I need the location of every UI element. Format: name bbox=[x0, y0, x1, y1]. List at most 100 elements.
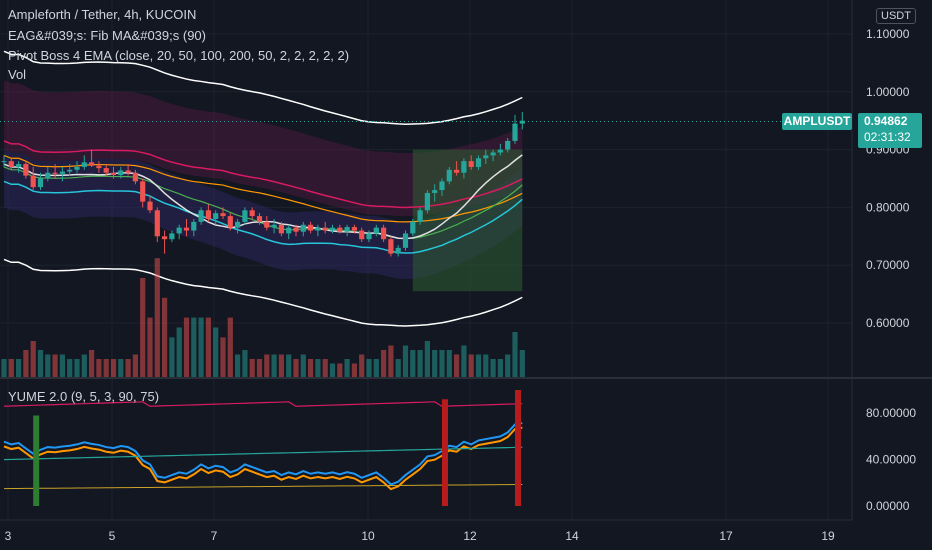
candle-body bbox=[381, 227, 387, 240]
volume-bar bbox=[162, 297, 168, 377]
candle-body bbox=[410, 221, 416, 234]
oscillator-line bbox=[3, 426, 523, 491]
candle-body bbox=[110, 172, 117, 176]
candle-body bbox=[271, 224, 277, 228]
volume-bar bbox=[497, 359, 503, 377]
upper-level-line bbox=[3, 401, 523, 407]
oscillator-tick-label: 0.00000 bbox=[866, 499, 910, 513]
volume-bar bbox=[286, 354, 292, 377]
time-axis[interactable]: 3 5 7 10 12 14 17 19 bbox=[5, 529, 835, 543]
legend-pivot-boss[interactable]: Pivot Boss 4 EMA (close, 20, 50, 100, 20… bbox=[8, 48, 350, 63]
candle-body bbox=[286, 227, 292, 234]
legend-volume[interactable]: Vol bbox=[8, 67, 27, 82]
ema-line bbox=[3, 140, 523, 209]
volume-bar bbox=[351, 363, 357, 377]
volume-bar bbox=[176, 327, 182, 377]
volume-bar bbox=[37, 350, 44, 377]
volume-bar bbox=[147, 317, 153, 377]
volume-bar bbox=[74, 359, 80, 377]
volume-bar bbox=[461, 345, 467, 377]
candle-body bbox=[235, 221, 241, 228]
volume-bar bbox=[169, 337, 175, 377]
candle-body bbox=[329, 227, 336, 231]
upper-band-fill bbox=[4, 80, 523, 217]
candle-body bbox=[432, 190, 438, 193]
last-price-tag: 0.94862 02:31:32 bbox=[858, 113, 922, 148]
volume-bars bbox=[1, 258, 525, 377]
oscillator-line bbox=[3, 422, 523, 486]
time-tick-label: 5 bbox=[109, 529, 116, 543]
oscillator-pane[interactable] bbox=[3, 390, 523, 506]
legend-fib-ma[interactable]: EAG&#039;s: Fib MA&#039;s (90) bbox=[8, 28, 206, 43]
volume-bar bbox=[1, 359, 7, 377]
candle-body bbox=[300, 224, 306, 232]
candle-body bbox=[30, 175, 36, 188]
time-tick-label: 19 bbox=[821, 529, 835, 543]
volume-bar bbox=[205, 317, 211, 377]
volume-bar bbox=[381, 350, 387, 377]
volume-bar bbox=[454, 354, 460, 377]
candle-body bbox=[1, 161, 7, 163]
volume-bar bbox=[154, 258, 160, 377]
candle-body bbox=[475, 158, 482, 167]
volume-bar bbox=[483, 354, 489, 377]
price-axis[interactable]: 1.100001.000000.900000.800000.700000.600… bbox=[866, 27, 916, 513]
currency-badge[interactable]: USDT bbox=[876, 8, 916, 24]
volume-bar bbox=[395, 359, 401, 377]
volume-bar bbox=[191, 317, 197, 377]
candle-body bbox=[59, 171, 65, 174]
volume-bar bbox=[256, 359, 263, 377]
candle-body bbox=[37, 178, 44, 188]
candle-body bbox=[373, 227, 379, 234]
time-tick-label: 3 bbox=[5, 529, 12, 543]
candle-body bbox=[81, 162, 87, 167]
volume-bar bbox=[118, 359, 124, 377]
volume-bar bbox=[293, 359, 299, 377]
candle-body bbox=[176, 227, 182, 234]
volume-bar bbox=[96, 359, 102, 377]
ema-line bbox=[3, 180, 523, 254]
volume-bar bbox=[271, 354, 277, 377]
candle-body bbox=[461, 161, 467, 173]
candle-body bbox=[227, 216, 233, 228]
candle-body bbox=[351, 227, 357, 231]
candle-body bbox=[169, 233, 175, 240]
legend-yume[interactable]: YUME 2.0 (9, 5, 3, 90, 75) bbox=[8, 389, 160, 404]
candle-body bbox=[125, 170, 131, 173]
candle-body bbox=[454, 169, 460, 173]
volume-bar bbox=[125, 359, 131, 377]
volume-bar bbox=[519, 350, 525, 377]
volume-bar bbox=[220, 337, 226, 377]
volume-bar bbox=[249, 359, 255, 377]
candle-body bbox=[490, 152, 496, 156]
candle-body bbox=[132, 172, 138, 182]
candles[interactable] bbox=[1, 112, 525, 257]
candle-body bbox=[191, 221, 197, 231]
candle-body bbox=[147, 201, 153, 211]
candle-body bbox=[183, 227, 190, 231]
candle-body bbox=[512, 123, 518, 141]
candle-body bbox=[96, 165, 102, 169]
volume-bar bbox=[103, 359, 109, 377]
candle-body bbox=[242, 210, 248, 222]
candle-body bbox=[446, 169, 452, 182]
ema-line bbox=[3, 154, 523, 240]
candle-body bbox=[315, 227, 321, 231]
bar-countdown: 02:31:32 bbox=[864, 130, 911, 144]
volume-bar bbox=[410, 350, 416, 377]
candle-body bbox=[213, 213, 219, 219]
volume-bar bbox=[16, 359, 22, 377]
volume-bar bbox=[23, 350, 29, 377]
candle-body bbox=[52, 172, 58, 174]
oscillator-signal-bar bbox=[515, 390, 521, 506]
volume-bar bbox=[402, 345, 409, 377]
volume-bar bbox=[490, 359, 496, 377]
candle-body bbox=[519, 120, 525, 124]
volume-bar bbox=[52, 354, 58, 377]
last-price: 0.94862 bbox=[864, 114, 908, 128]
volume-bar bbox=[30, 341, 36, 377]
volume-bar bbox=[278, 354, 284, 377]
candle-body bbox=[249, 210, 255, 217]
candle-body bbox=[16, 164, 22, 167]
